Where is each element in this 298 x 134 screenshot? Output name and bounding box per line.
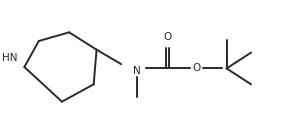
Text: HN: HN: [2, 53, 17, 63]
Text: O: O: [192, 63, 200, 73]
Text: O: O: [163, 32, 171, 42]
Text: N: N: [133, 66, 141, 76]
